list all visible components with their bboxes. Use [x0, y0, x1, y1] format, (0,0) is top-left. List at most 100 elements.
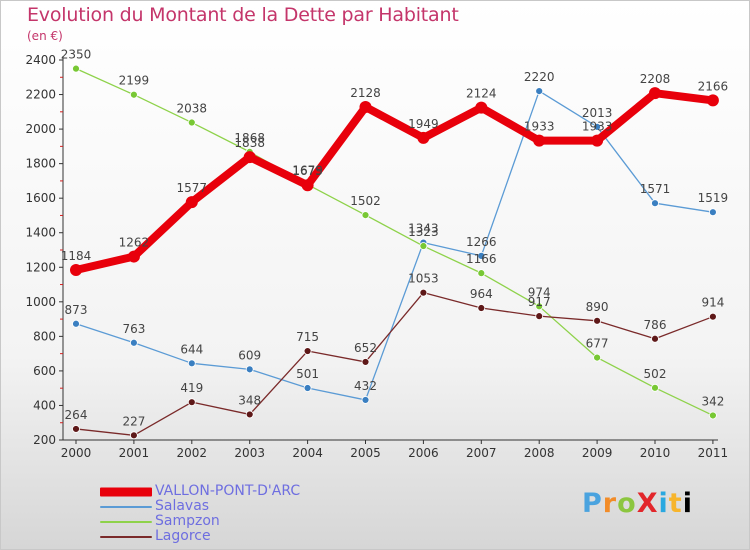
x-tick-label: 2009	[582, 446, 613, 460]
data-point	[593, 353, 601, 362]
x-tick-label: 2011	[698, 446, 729, 460]
data-label: 917	[528, 295, 551, 309]
data-point	[477, 251, 486, 260]
data-label: 419	[180, 381, 203, 395]
y-tick-label: 200	[33, 433, 56, 447]
legend-swatch	[100, 505, 152, 508]
data-point	[649, 87, 661, 100]
x-tick-label: 2002	[177, 446, 208, 460]
data-label: 1262	[119, 236, 150, 250]
data-label: 1933	[524, 120, 555, 134]
data-point	[127, 250, 140, 263]
x-tick-label: 2010	[640, 446, 671, 460]
y-tick-label: 1400	[25, 226, 56, 240]
data-label: 1519	[698, 191, 729, 205]
data-label: 1571	[640, 182, 671, 196]
data-label: 964	[470, 287, 493, 301]
data-label: 890	[586, 300, 609, 314]
data-point	[72, 425, 80, 433]
data-label: 1502	[350, 194, 381, 208]
data-point	[477, 304, 486, 312]
data-point	[129, 90, 138, 99]
y-tick-label: 2200	[25, 88, 56, 102]
data-point	[187, 118, 196, 127]
y-tick-label: 2000	[25, 122, 56, 136]
data-point	[187, 359, 196, 368]
data-label: 2199	[119, 74, 150, 88]
data-label: 1053	[408, 272, 439, 286]
data-label: 609	[238, 348, 261, 362]
data-label: 763	[122, 322, 145, 336]
x-tick-label: 2007	[466, 446, 497, 460]
data-point	[243, 151, 256, 164]
y-tick-label: 1600	[25, 191, 56, 205]
data-label: 1166	[466, 252, 497, 266]
legend-label: Lagorce	[155, 528, 211, 544]
chart-unit: (en €)	[27, 29, 63, 43]
data-point	[709, 312, 717, 321]
data-label: 2220	[524, 70, 555, 84]
data-label: 1838	[234, 136, 265, 150]
data-point	[301, 179, 314, 192]
data-label: 1323	[408, 225, 439, 239]
data-point	[303, 384, 312, 392]
data-label: 348	[238, 393, 261, 407]
data-label: 501	[296, 367, 319, 381]
data-point	[361, 396, 370, 404]
data-point	[477, 269, 486, 278]
legend-swatch	[100, 487, 152, 496]
data-label: 1679	[292, 164, 323, 178]
y-tick-label: 1800	[25, 157, 56, 171]
data-point	[72, 319, 80, 328]
y-tick-label: 400	[33, 398, 56, 412]
data-point	[651, 383, 659, 392]
data-point	[475, 101, 488, 114]
legend-label: VALLON-PONT-D'ARC	[155, 483, 301, 499]
data-label: 432	[354, 379, 377, 393]
data-point	[129, 431, 138, 440]
series-line	[72, 89, 717, 275]
data-label: 652	[354, 341, 377, 355]
data-label: 2038	[177, 102, 208, 116]
data-point	[419, 242, 428, 250]
x-tick-label: 2000	[61, 446, 92, 460]
data-label: 1675	[292, 164, 323, 178]
data-point	[303, 347, 312, 355]
data-label: 873	[65, 303, 88, 317]
data-point	[535, 87, 544, 95]
data-label: 786	[644, 318, 667, 332]
legend-entry: Lagorce	[100, 529, 360, 544]
data-point	[593, 316, 601, 325]
x-tick-label: 2008	[524, 446, 555, 460]
data-point	[651, 334, 659, 343]
data-label: 1933	[582, 120, 613, 134]
series-line	[75, 292, 714, 436]
data-point	[593, 122, 601, 131]
data-point	[419, 288, 428, 297]
data-point	[709, 208, 717, 217]
legend-entry: Salavas	[100, 499, 360, 514]
series-line	[75, 67, 714, 417]
legend-label: Salavas	[155, 498, 210, 514]
y-tick-label: 1000	[25, 295, 56, 309]
legend-label: Sampzon	[155, 513, 220, 529]
data-point	[361, 211, 370, 220]
data-point	[591, 134, 604, 147]
data-label: 264	[65, 408, 88, 422]
data-label: 914	[701, 296, 724, 310]
data-label: 2350	[61, 48, 92, 62]
data-point	[709, 411, 717, 420]
data-label: 677	[586, 337, 609, 351]
data-point	[70, 264, 82, 277]
data-label: 1266	[466, 235, 497, 249]
data-point	[535, 302, 544, 311]
x-tick-label: 2001	[119, 446, 150, 460]
x-tick-label: 2004	[292, 446, 323, 460]
proxiti-logo: ProXiti	[582, 488, 693, 519]
data-label: 644	[180, 342, 203, 356]
legend-entry: VALLON-PONT-D'ARC	[100, 484, 360, 499]
data-label: 342	[701, 394, 724, 408]
data-label: 2013	[582, 106, 613, 120]
